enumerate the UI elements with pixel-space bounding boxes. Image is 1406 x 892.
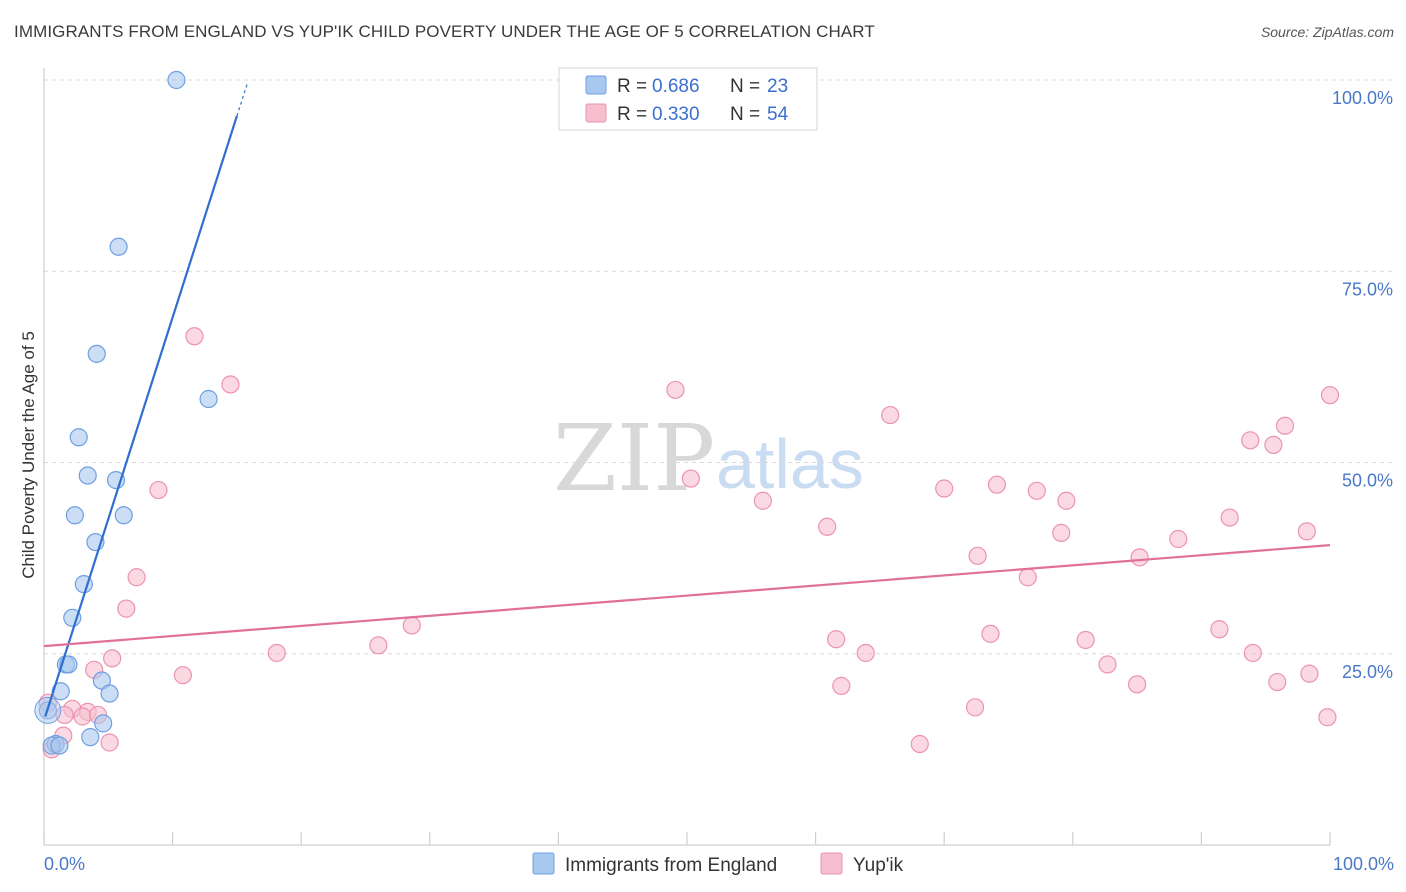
yupik-point-38 xyxy=(1076,630,1095,650)
yupik-point-41 xyxy=(1127,675,1147,694)
england-point-19 xyxy=(81,728,100,747)
england-point-4 xyxy=(69,428,88,447)
yupik-point-3 xyxy=(127,568,146,587)
y-tick-label-75: 75.0% xyxy=(1342,279,1393,299)
yupik-point-52 xyxy=(1320,386,1340,405)
yupik-point-25 xyxy=(832,676,851,695)
yupik-point-8 xyxy=(173,666,192,685)
yupik-point-28 xyxy=(910,734,929,754)
yupik-point-32 xyxy=(981,624,1000,643)
legend: R = 0.686 N = 23 R = 0.330 N = 54 xyxy=(558,67,818,131)
watermark-atlas: atlas xyxy=(716,425,864,503)
yupik-point-46 xyxy=(1243,643,1262,663)
yupik-point-23 xyxy=(818,517,837,536)
yupik-point-27 xyxy=(881,405,900,425)
yupik-point-40 xyxy=(1130,548,1149,567)
trend-lines xyxy=(43,83,1331,717)
yupik-point-39 xyxy=(1098,655,1117,674)
england-point-0 xyxy=(167,70,186,90)
yupik-point-22 xyxy=(753,491,772,510)
yupik-point-43 xyxy=(1210,620,1229,639)
x-ticks xyxy=(43,832,1331,845)
legend-pink-r-label: R = xyxy=(617,104,647,125)
legend-pink-n-value: 54 xyxy=(767,104,789,125)
yupik-point-35 xyxy=(1027,481,1046,500)
yupik-point-30 xyxy=(968,546,987,565)
yupik-point-50 xyxy=(1297,522,1316,541)
yupik-points xyxy=(38,327,1340,759)
yupik-point-45 xyxy=(1241,431,1260,450)
legend-swatch-pink xyxy=(585,103,607,123)
england-point-1 xyxy=(109,237,128,256)
england-point-22 xyxy=(50,736,69,755)
england-point-2 xyxy=(87,344,106,363)
legend-blue-n-value: 23 xyxy=(767,76,788,97)
england-point-7 xyxy=(65,506,84,525)
yupik-point-21 xyxy=(681,469,700,488)
yupik-point-36 xyxy=(1052,523,1071,542)
y-tick-label-50: 50.0% xyxy=(1342,471,1393,491)
yupik-point-34 xyxy=(1018,568,1037,587)
legend-pink-n-label: N = xyxy=(730,104,760,125)
yupik-point-17 xyxy=(100,733,119,752)
yupik-point-5 xyxy=(267,643,286,663)
chart-source: Source: ZipAtlas.com xyxy=(1260,24,1394,40)
bottom-legend-swatch-blue xyxy=(532,852,555,875)
england-point-16 xyxy=(100,684,119,703)
yupik-point-1 xyxy=(221,375,240,394)
yupik-point-7 xyxy=(402,616,421,635)
yupik-point-2 xyxy=(149,480,168,500)
yupik-point-0 xyxy=(185,327,204,346)
england-point-3 xyxy=(199,389,218,409)
england-points xyxy=(34,70,218,755)
yupik-point-53 xyxy=(1318,708,1337,727)
y-tick-label-100: 100.0% xyxy=(1332,88,1393,108)
england-point-8 xyxy=(114,506,133,525)
bottom-legend-swatch-pink xyxy=(820,852,843,875)
bottom-legend-england: Immigrants from England xyxy=(565,855,777,876)
england-trend-line xyxy=(44,115,238,717)
yupik-point-6 xyxy=(369,636,388,655)
bottom-legend-yupik: Yup'ik xyxy=(853,855,904,876)
yupik-point-9 xyxy=(103,649,122,668)
legend-pink-r-value: 0.330 xyxy=(652,104,700,125)
yupik-point-31 xyxy=(965,698,985,717)
grid-lines xyxy=(44,79,1392,655)
yupik-point-14 xyxy=(73,707,92,726)
yupik-point-44 xyxy=(1220,508,1239,527)
yupik-point-24 xyxy=(827,630,846,649)
yupik-point-37 xyxy=(1057,491,1076,510)
yupik-point-51 xyxy=(1300,664,1319,683)
yupik-point-49 xyxy=(1268,672,1287,692)
watermark-zip: ZIP xyxy=(553,405,715,512)
x-tick-label-min: 0.0% xyxy=(44,854,85,874)
legend-blue-n-label: N = xyxy=(730,76,760,97)
yupik-point-33 xyxy=(987,475,1007,494)
yupik-point-26 xyxy=(856,643,875,663)
y-tick-label-25: 25.0% xyxy=(1342,662,1393,682)
legend-blue-r-value: 0.686 xyxy=(652,76,700,97)
yupik-point-20 xyxy=(666,380,685,399)
yupik-point-29 xyxy=(935,479,954,498)
england-point-18 xyxy=(94,714,113,733)
legend-blue-r-label: R = xyxy=(617,76,647,97)
yupik-point-48 xyxy=(1275,416,1295,435)
england-trend-extension xyxy=(236,83,248,117)
yupik-point-42 xyxy=(1169,529,1188,549)
chart-title: IMMIGRANTS FROM ENGLAND VS YUP'IK CHILD … xyxy=(14,22,875,41)
legend-swatch-blue xyxy=(585,75,607,95)
x-tick-label-max: 100.0% xyxy=(1333,854,1394,874)
y-axis-title: Child Poverty Under the Age of 5 xyxy=(19,331,38,579)
england-point-5 xyxy=(78,466,97,485)
y-tick-labels: 25.0% 50.0% 75.0% 100.0% xyxy=(1332,88,1393,682)
bottom-legend: Immigrants from England Yup'ik xyxy=(532,852,904,876)
yupik-point-4 xyxy=(117,599,136,618)
yupik-point-47 xyxy=(1264,435,1283,455)
yupik-trend-line xyxy=(43,544,1331,648)
